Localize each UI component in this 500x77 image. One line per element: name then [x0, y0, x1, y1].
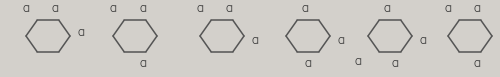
Text: Cl: Cl [420, 37, 428, 47]
Text: Cl: Cl [252, 37, 260, 47]
Text: Cl: Cl [139, 60, 147, 69]
Text: Cl: Cl [78, 29, 86, 38]
Text: Cl: Cl [474, 60, 482, 69]
Text: Cl: Cl [338, 37, 346, 47]
Text: Cl: Cl [444, 5, 452, 14]
Text: Cl: Cl [474, 5, 482, 14]
Text: Cl: Cl [392, 60, 400, 69]
Text: Cl: Cl [384, 5, 392, 14]
Text: Cl: Cl [304, 60, 312, 69]
Text: Cl: Cl [22, 5, 30, 14]
Text: Cl: Cl [354, 58, 362, 67]
Text: Cl: Cl [52, 5, 60, 14]
Text: Cl: Cl [302, 5, 310, 14]
Text: Cl: Cl [109, 5, 117, 14]
Text: Cl: Cl [139, 5, 147, 14]
Text: Cl: Cl [226, 5, 234, 14]
Text: Cl: Cl [196, 5, 204, 14]
